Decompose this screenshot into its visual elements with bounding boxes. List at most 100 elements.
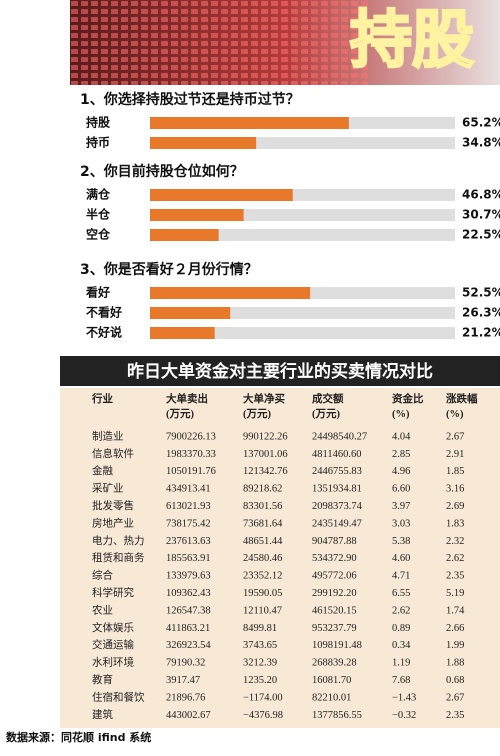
table-cell: 交通运输 xyxy=(92,638,134,651)
category-label: 满仓 xyxy=(86,187,111,202)
table-cell: 6.55 xyxy=(392,588,410,599)
table-cell: 租赁和商务 xyxy=(92,551,145,564)
table-cell: 411863.21 xyxy=(166,623,210,634)
table-cell: 2.85 xyxy=(392,449,410,460)
column-header: 成交额(万元) xyxy=(312,392,344,420)
bar xyxy=(150,189,293,201)
table-cell: 1.85 xyxy=(446,466,464,477)
table-cell: 904787.88 xyxy=(312,536,357,547)
table-cell: 1.74 xyxy=(446,605,465,616)
source: 数据来源：同花顺 ifind 系统 xyxy=(6,730,151,744)
table-background xyxy=(60,388,500,728)
table-cell: 21896.76 xyxy=(166,692,205,703)
table-cell: 1.83 xyxy=(446,518,464,529)
table-cell: 电力、热力 xyxy=(92,534,145,547)
table-cell: 1.99 xyxy=(446,640,464,651)
table-cell: 科学研究 xyxy=(92,586,134,599)
table-cell: 12110.47 xyxy=(243,605,282,616)
table-cell: 采矿业 xyxy=(92,482,124,495)
table-cell: 5.38 xyxy=(392,536,410,547)
table-cell: 1.88 xyxy=(446,658,464,669)
table-cell: 2446755.83 xyxy=(312,466,362,477)
column-header: 涨跌幅(%) xyxy=(446,392,478,420)
table-cell: −1174.00 xyxy=(243,692,283,703)
table-cell: 3.03 xyxy=(392,518,410,529)
table-cell: 3917.47 xyxy=(166,675,200,686)
table-cell: 1.19 xyxy=(392,658,410,669)
value-label: 46.8% xyxy=(462,188,500,202)
header-title: 持股 xyxy=(350,3,474,76)
table-cell: 文体娱乐 xyxy=(92,621,134,634)
table-cell: 443002.67 xyxy=(166,710,211,721)
category-label: 空仓 xyxy=(86,227,111,242)
table-cell: 185563.91 xyxy=(166,553,211,564)
question: 2、你目前持股仓位如何？ xyxy=(80,163,244,180)
table-cell: 121342.76 xyxy=(243,466,288,477)
column-header: 行业 xyxy=(91,392,113,405)
table-cell: 2.67 xyxy=(446,431,464,442)
bar xyxy=(150,287,311,299)
table-cell: 综合 xyxy=(92,569,113,582)
table-cell: 2.62 xyxy=(446,553,464,564)
table-cell: 237613.63 xyxy=(166,536,211,547)
table-cell: 953237.79 xyxy=(312,623,357,634)
table-cell: 89218.62 xyxy=(243,484,282,495)
table-cell: 4.04 xyxy=(392,431,411,442)
bar xyxy=(150,327,215,339)
table-cell: 2435149.47 xyxy=(312,518,362,529)
bar-track xyxy=(150,327,455,339)
table-cell: 4811460.60 xyxy=(312,449,362,460)
value-label: 30.7% xyxy=(462,208,500,222)
table-cell: 水利环境 xyxy=(92,656,134,669)
column-header: 大单卖出(万元) xyxy=(166,392,208,420)
table-cell: 1050191.76 xyxy=(166,466,216,477)
category-label: 持股 xyxy=(86,115,111,130)
table-cell: 19590.05 xyxy=(243,588,282,599)
table-cell: 73681.64 xyxy=(243,518,283,529)
table-cell: 信息软件 xyxy=(92,447,134,460)
table-cell: 1983370.33 xyxy=(166,449,216,460)
table-cell: 6.60 xyxy=(392,484,410,495)
table-cell: 82210.01 xyxy=(312,692,351,703)
table-cell: 137001.06 xyxy=(243,449,288,460)
table-cell: 0.89 xyxy=(392,623,410,634)
category-label: 持币 xyxy=(86,135,110,150)
table-cell: 24580.46 xyxy=(243,553,282,564)
table-cell: 126547.38 xyxy=(166,605,211,616)
category-label: 看好 xyxy=(86,285,110,300)
value-label: 26.3% xyxy=(462,306,500,320)
value-label: 21.2% xyxy=(462,326,500,340)
table-cell: 738175.42 xyxy=(166,518,211,529)
table-cell: 326923.54 xyxy=(166,640,211,651)
value-label: 52.5% xyxy=(462,286,500,300)
table-cell: 0.68 xyxy=(446,675,464,686)
table-cell: 7.68 xyxy=(392,675,410,686)
table-cell: 990122.26 xyxy=(243,431,288,442)
table-cell: 2.69 xyxy=(446,501,464,512)
table-cell: 2.32 xyxy=(446,536,464,547)
table-cell: 2.35 xyxy=(446,571,464,582)
category-label: 半仓 xyxy=(86,207,111,222)
table-cell: 4.71 xyxy=(392,571,410,582)
table-cell: 7900226.13 xyxy=(166,431,216,442)
bar xyxy=(150,307,231,319)
table-cell: 房地产业 xyxy=(92,516,134,529)
table-cell: 48651.44 xyxy=(243,536,283,547)
table-cell: 批发零售 xyxy=(92,499,134,512)
table-cell: 2.66 xyxy=(446,623,464,634)
table-cell: 制造业 xyxy=(92,429,124,442)
table-cell: 5.19 xyxy=(446,588,464,599)
question: 1、你选择持股过节还是持币过节？ xyxy=(80,91,300,108)
question: 3、你是否看好２月份行情？ xyxy=(80,261,258,278)
table-cell: 3212.39 xyxy=(243,658,277,669)
table-cell: 3743.65 xyxy=(243,640,277,651)
value-label: 34.8% xyxy=(462,136,500,150)
table-cell: 23352.12 xyxy=(243,571,282,582)
table-title-band xyxy=(60,356,500,386)
bar-track xyxy=(150,229,455,241)
table-cell: 16081.70 xyxy=(312,675,351,686)
table-cell: 79190.32 xyxy=(166,658,205,669)
table-cell: 3.97 xyxy=(392,501,410,512)
bar xyxy=(150,117,349,129)
table-cell: 4.60 xyxy=(392,553,410,564)
